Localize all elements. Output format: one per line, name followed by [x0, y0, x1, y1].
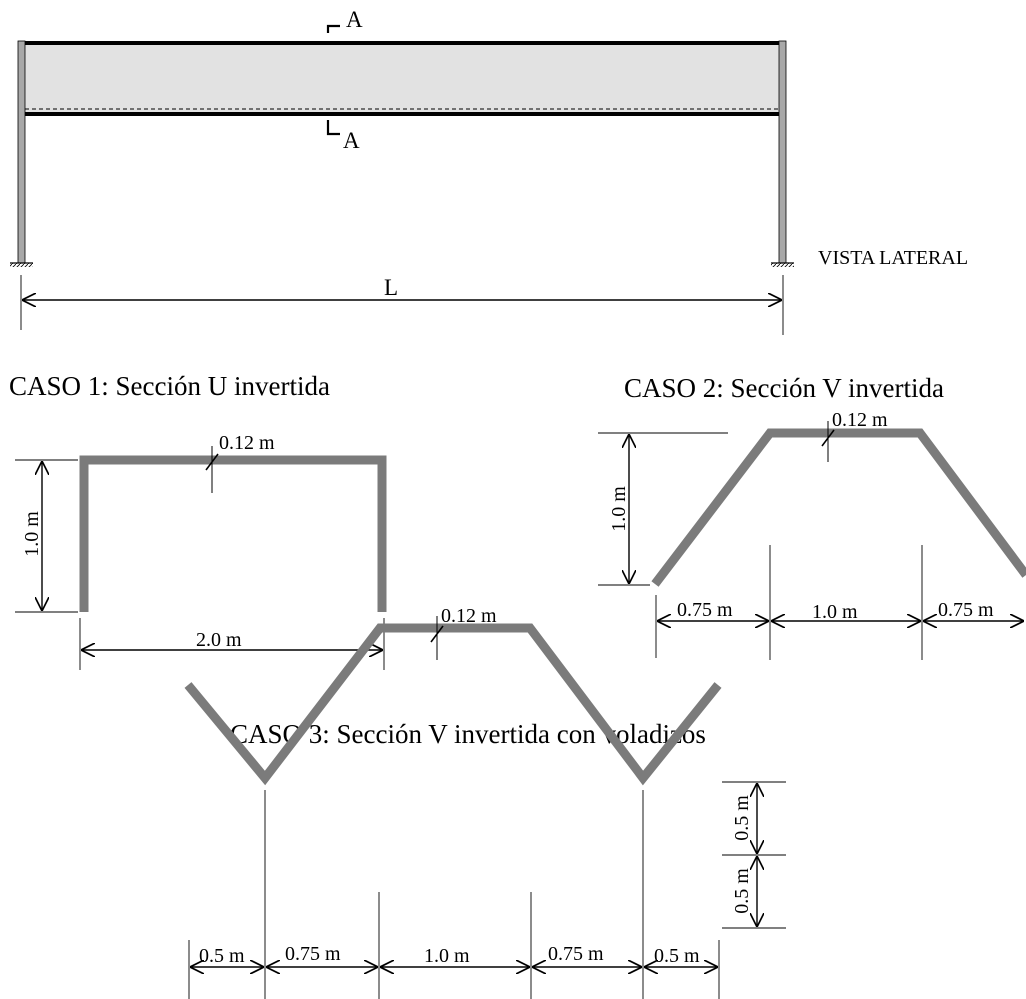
left-column	[17, 40, 26, 264]
deck-bottom-flange	[25, 112, 780, 116]
case1-thickness-mark: 0.12 m	[205, 432, 275, 493]
left-support	[10, 262, 33, 267]
case3-section: CASO 3: Sección V invertida con voladizo…	[184, 605, 786, 999]
case3-thickness-mark: 0.12 m	[430, 605, 497, 660]
deck-top-flange	[25, 41, 780, 45]
case1-title: CASO 1: Sección U invertida	[9, 371, 330, 401]
case3-thickness-label: 0.12 m	[441, 605, 497, 627]
case1-width-label: 2.0 m	[196, 629, 242, 651]
case3-span-4-label: 0.75 m	[548, 943, 604, 965]
section-cut-label-bottom: A	[343, 128, 360, 153]
case3-span-2-label: 0.75 m	[285, 943, 341, 965]
case3-span-1-label: 0.5 m	[199, 945, 245, 967]
case3-span-5-label: 0.5 m	[654, 945, 700, 967]
case3-height-top-label: 0.5 m	[731, 795, 753, 841]
case2-thickness-mark: 0.12 m	[821, 409, 888, 462]
case2-section: CASO 2: Sección V invertida 0.12 m 1.0 m…	[598, 373, 1026, 660]
case3-span-3-label: 1.0 m	[424, 945, 470, 967]
right-column	[778, 40, 787, 264]
length-dimension: L	[20, 275, 784, 335]
section-cut-top-marker: A	[326, 7, 363, 33]
case3-height-bottom-label: 0.5 m	[731, 868, 753, 914]
case2-height-label: 1.0 m	[608, 486, 630, 532]
length-label: L	[384, 275, 398, 300]
case1-height-dimension: 1.0 m	[15, 459, 78, 613]
view-label: VISTA LATERAL	[818, 247, 968, 269]
case1-height-label: 1.0 m	[21, 511, 43, 557]
case2-v-profile	[651, 428, 1026, 587]
right-support	[771, 262, 794, 267]
case2-span-dimensions: 0.75 m 1.0 m 0.75 m	[655, 545, 1024, 660]
case3-span-dimensions: 0.5 m 0.75 m 1.0 m 0.75 m 0.5 m	[188, 790, 720, 999]
case1-section: CASO 1: Sección U invertida 0.12 m 1.0 m…	[9, 371, 387, 670]
deck-body	[25, 44, 780, 114]
case2-span-left-label: 0.75 m	[677, 599, 733, 621]
case2-span-right-label: 0.75 m	[938, 599, 994, 621]
case3-height-dimensions: 0.5 m 0.5 m	[722, 781, 786, 929]
case3-profile-main	[184, 623, 722, 786]
side-view: A A L VISTA LATERAL	[10, 7, 968, 335]
case2-thickness-label: 0.12 m	[832, 409, 888, 431]
case2-span-mid-label: 1.0 m	[812, 601, 858, 623]
section-cut-label-top: A	[346, 7, 363, 32]
case2-title: CASO 2: Sección V invertida	[624, 373, 944, 403]
case1-thickness-label: 0.12 m	[219, 432, 275, 454]
section-cut-bottom-marker: A	[326, 120, 360, 153]
case1-width-dimension: 2.0 m	[79, 618, 385, 670]
case1-u-profile	[79, 455, 387, 612]
case2-height-dimension: 1.0 m	[598, 432, 728, 586]
